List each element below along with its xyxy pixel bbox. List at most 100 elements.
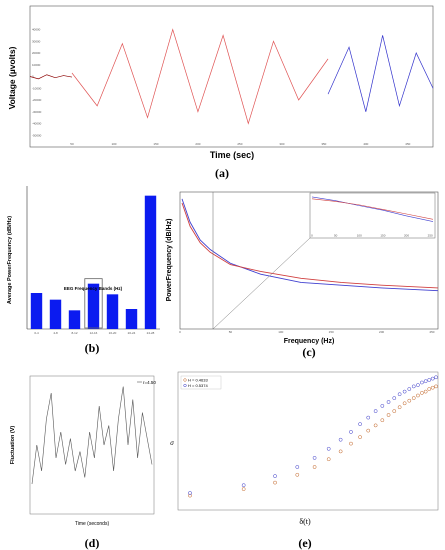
panel-b-x-tick: 16-20 — [109, 331, 117, 335]
panel-d-ylabel: Fluctuation (V) — [10, 426, 16, 465]
panel-e-point-s2 — [349, 430, 353, 434]
panel-b-highlight-box — [84, 278, 103, 329]
caption-b: (b) — [85, 341, 100, 355]
panel-a-y-tick: -40000 — [32, 122, 42, 126]
panel-e-ylabel: σ — [170, 441, 174, 447]
panel-e-point-s2 — [392, 396, 397, 400]
panel-a-y-tick: 40000 — [32, 28, 41, 32]
panel-e-point-s1 — [416, 393, 420, 398]
panel-e-point-s2 — [380, 404, 385, 408]
panel-c-series-line-2 — [181, 202, 439, 289]
panel-e-point-s2 — [241, 483, 246, 488]
panel-e-point-s2 — [326, 446, 331, 451]
panel-a-x-tick: 250 — [237, 142, 242, 146]
panel-b-bar-0-4 — [30, 293, 43, 329]
panel-e-point-s2 — [295, 465, 300, 469]
panel-a-x-tick: 450 — [405, 142, 410, 146]
panel-a-time-series: 40000 30000 20000 10000 0 -10000 -20000 -30000 -… — [7, 5, 434, 180]
panel-a-x-tick: 100 — [111, 142, 116, 146]
panel-e-point-s1 — [295, 472, 300, 477]
panel-a-y-tick: 10000 — [32, 63, 41, 67]
caption-c: (c) — [302, 345, 315, 359]
panel-e-point-s1 — [397, 405, 402, 410]
panel-b-x-tick: 4-8 — [53, 331, 58, 335]
panel-b-x-tick: 24-28 — [147, 331, 155, 335]
panel-a-series-line-3 — [327, 35, 434, 112]
panel-e-point-s1 — [380, 418, 385, 423]
panel-e-point-s1 — [358, 435, 362, 439]
panel-a-y-tick: -30000 — [32, 110, 42, 114]
panel-d-fluctuation: r=4.50 Fluctuation (V) Time (seconds) (d… — [10, 375, 156, 550]
panel-b-x-tick: 12-16 — [90, 331, 98, 335]
panel-e-hurst: H = 0.4633 H = 0.5374 σ δ(t) (e) — [170, 371, 439, 550]
panel-e-point-s1 — [434, 384, 438, 389]
panel-e-point-s2 — [430, 376, 435, 381]
panel-e-plot-area — [177, 371, 439, 511]
panel-d-series-line — [31, 386, 153, 485]
panel-e-point-s2 — [427, 378, 432, 382]
panel-a-y-tick: 0 — [32, 75, 34, 79]
panel-a-x-tick: 300 — [279, 142, 284, 146]
panel-d-legend: r=4.50 — [143, 380, 156, 385]
panel-e-point-s1 — [338, 449, 343, 454]
caption-a: (a) — [215, 166, 229, 180]
panel-b-ylabel: Average PowerFrequency (dB/Hz) — [7, 216, 13, 304]
panel-e-point-s1 — [392, 409, 397, 413]
panel-b-x-tick: 20-24 — [128, 331, 136, 335]
panel-a-series-line-1 — [29, 74, 73, 80]
panel-e-legend-marker-2 — [183, 383, 187, 388]
panel-b-x-tick: 0-4 — [34, 331, 39, 335]
panel-b-xlabel: EEG Frequency Bands (Hz) — [64, 286, 123, 291]
panel-e-point-s2 — [358, 422, 362, 426]
panel-a-y-tick: 30000 — [32, 39, 41, 43]
panel-a-x-tick: 200 — [195, 142, 200, 146]
panel-b-bar-4-8 — [49, 299, 62, 329]
panel-e-point-s1 — [430, 385, 435, 390]
panel-b-bar-12-16 — [87, 283, 100, 329]
panel-e-point-s1 — [420, 391, 424, 395]
panel-c-inset-x-tick: 100 — [357, 234, 362, 238]
panel-b-bar-16-20 — [106, 294, 119, 329]
panel-e-point-s2 — [386, 400, 391, 404]
panel-a-y-tick: -10000 — [32, 86, 42, 90]
panel-e-legend: H = 0.4633 H = 0.5374 — [180, 375, 222, 390]
panel-e-point-s2 — [434, 375, 438, 380]
panel-c-inset: 0 50 100 150 200 250 — [309, 192, 436, 239]
panel-a-x-tick: 50 — [70, 142, 74, 146]
panel-c-ylabel: PowerFrequency (dB/Hz) — [166, 219, 173, 302]
panel-e-point-s1 — [241, 487, 246, 491]
panel-a-series-line-2 — [71, 28, 329, 125]
panel-e-point-s2 — [423, 379, 428, 384]
panel-e-point-s2 — [420, 380, 424, 385]
caption-e: (e) — [298, 536, 311, 550]
panel-c-x-tick: 250 — [429, 330, 434, 334]
panel-e-point-s1 — [407, 398, 412, 403]
panel-e-point-s2 — [397, 392, 402, 397]
panel-c-x-tick: 50 — [229, 330, 233, 334]
panel-a-plot-area — [29, 5, 434, 148]
panel-a-y-tick: -20000 — [32, 98, 42, 102]
panel-e-point-s2 — [188, 491, 192, 495]
panel-e-legend-label-1: H = 0.4633 — [188, 378, 208, 383]
panel-e-point-s1 — [411, 396, 416, 400]
panel-b-bar-20-24 — [125, 309, 138, 329]
panel-c-x-tick: 150 — [329, 330, 334, 334]
panel-e-point-s1 — [349, 441, 353, 446]
panel-e-legend-marker-1 — [183, 378, 187, 382]
panel-e-point-s2 — [416, 383, 420, 387]
panel-b-bar-24-28 — [144, 195, 157, 329]
panel-c-series-line-1 — [181, 198, 439, 292]
panel-c-inset-line-1 — [311, 196, 434, 222]
panel-c-spectrum: 0 50 100 150 200 250 0 50 100 150 200 250 PowerFre… — [166, 191, 439, 359]
panel-e-point-s2 — [338, 437, 343, 442]
panel-e-point-s2 — [366, 415, 371, 420]
panel-c-inset-x-tick: 200 — [404, 234, 409, 238]
panel-e-point-s1 — [423, 389, 428, 394]
panel-c-x-tick: 100 — [278, 330, 283, 334]
panel-a-x-tick: 400 — [363, 142, 368, 146]
panel-c-zoom-connector — [212, 237, 311, 330]
panel-c-inset-x-tick: 250 — [428, 234, 433, 238]
panel-b-x-tick: 8-12 — [71, 331, 77, 335]
panel-a-xlabel: Time (sec) — [210, 150, 254, 160]
